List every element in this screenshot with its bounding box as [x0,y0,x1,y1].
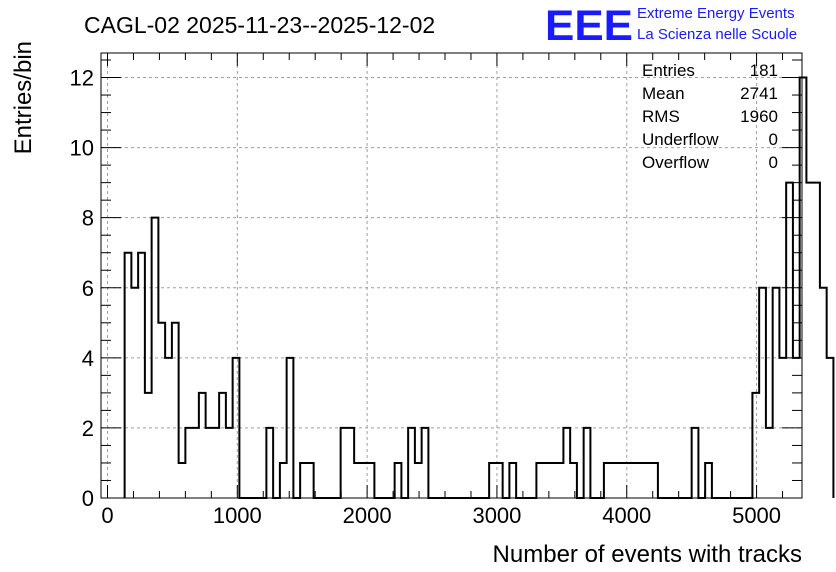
histogram-bin [584,428,591,498]
histogram-bin [179,463,186,498]
stats-row-entries: Entries 181 [642,61,778,80]
histogram-bin [307,463,314,498]
x-tick-label: 5000 [732,503,781,528]
x-tick-label: 1000 [213,503,262,528]
eee-logo-mark: EEE [545,2,633,50]
histogram-bin [266,428,273,498]
eee-logo-line1: Extreme Energy Events [637,5,795,22]
plot-frame [100,52,803,499]
histogram-bin [786,183,793,498]
stats-label: Entries [642,61,695,80]
histogram-bin [611,463,618,498]
histogram-bin [131,288,138,498]
x-tick-labels: 0 1000 2000 3000 4000 5000 [101,503,781,528]
histogram-bin [617,463,624,498]
histogram-bin [280,463,287,498]
histogram-bin [827,358,834,498]
y-tick-label: 4 [82,346,94,371]
histogram-bin [509,463,516,498]
y-tick-label: 10 [70,136,94,161]
x-axis-label: Number of events with tracks [493,541,802,568]
histogram-bin [557,463,564,498]
stats-label: Overflow [642,153,710,172]
histogram-bin [820,288,827,498]
stats-value: 2741 [740,84,778,103]
histogram-bin [752,393,759,498]
y-tick-label: 12 [70,66,94,91]
stats-row-overflow: Overflow 0 [642,153,778,172]
histogram-bin [766,428,773,498]
histogram-bin [759,288,766,498]
histogram-bin [199,393,206,498]
histogram-bin [145,393,152,498]
eee-logo-line2: La Scienza nelle Scuole [637,26,797,43]
histogram-bin [158,323,165,498]
stats-value: 1960 [740,107,778,126]
x-tick-label: 0 [101,503,113,528]
stats-label: RMS [642,107,680,126]
x-tick-label: 2000 [343,503,392,528]
histogram-bin [705,463,712,498]
chart-title: CAGL-02 2025-11-23--2025-12-02 [84,12,435,38]
histogram-bin [192,428,199,498]
histogram-bin [570,463,577,498]
histogram-bin [651,463,658,498]
histogram-bin [563,428,570,498]
histogram-bin [368,463,375,498]
histogram-bin [226,428,233,498]
histogram-bin [638,463,645,498]
histogram-bin [185,428,192,498]
histogram-bin [536,463,543,498]
histogram-bin [624,463,631,498]
stats-row-underflow: Underflow 0 [642,130,778,149]
histogram-bin [212,428,219,498]
stats-value: 0 [769,130,778,149]
histogram-bin [206,428,213,498]
histogram-bin [644,463,651,498]
histogram-bin [604,463,611,498]
grid [101,53,802,499]
histogram-bin [415,463,422,498]
histogram-bin [395,463,402,498]
stats-row-mean: Mean 2741 [642,84,778,103]
stats-value: 181 [750,61,778,80]
y-axis-label: Entries/bin [10,41,37,154]
histogram-bin [347,428,354,498]
histogram-bin [219,393,226,498]
histogram-bin [692,428,699,498]
histogram-bin [408,428,415,498]
stats-value: 0 [769,153,778,172]
axis-ticks [101,53,802,499]
histogram-bin [125,253,132,498]
stats-box: Entries 181 Mean 2741 RMS 1960 Underflow… [642,61,778,172]
histogram-bin [300,463,307,498]
stats-label: Mean [642,84,685,103]
stats-label: Underflow [642,130,719,149]
histogram-bin [813,183,820,498]
histogram-bin [172,323,179,498]
y-tick-label: 2 [82,416,94,441]
y-tick-label: 8 [82,206,94,231]
histogram-bin [354,463,361,498]
x-tick-label: 3000 [472,503,521,528]
histogram-bin [806,183,813,498]
histogram-bin [773,288,780,498]
stats-row-rms: RMS 1960 [642,107,778,126]
histogram-bin [422,428,429,498]
y-tick-label: 0 [82,486,94,511]
histogram-bin [489,463,496,498]
histogram-bin [550,463,557,498]
y-tick-labels: 0 2 4 6 8 10 12 [70,66,94,511]
histogram-bin [631,463,638,498]
y-tick-label: 6 [82,276,94,301]
eee-logo: EEE Extreme Energy Events La Scienza nel… [545,2,797,50]
x-tick-label: 4000 [602,503,651,528]
histogram-bin [138,253,145,498]
histogram-bin [341,428,348,498]
